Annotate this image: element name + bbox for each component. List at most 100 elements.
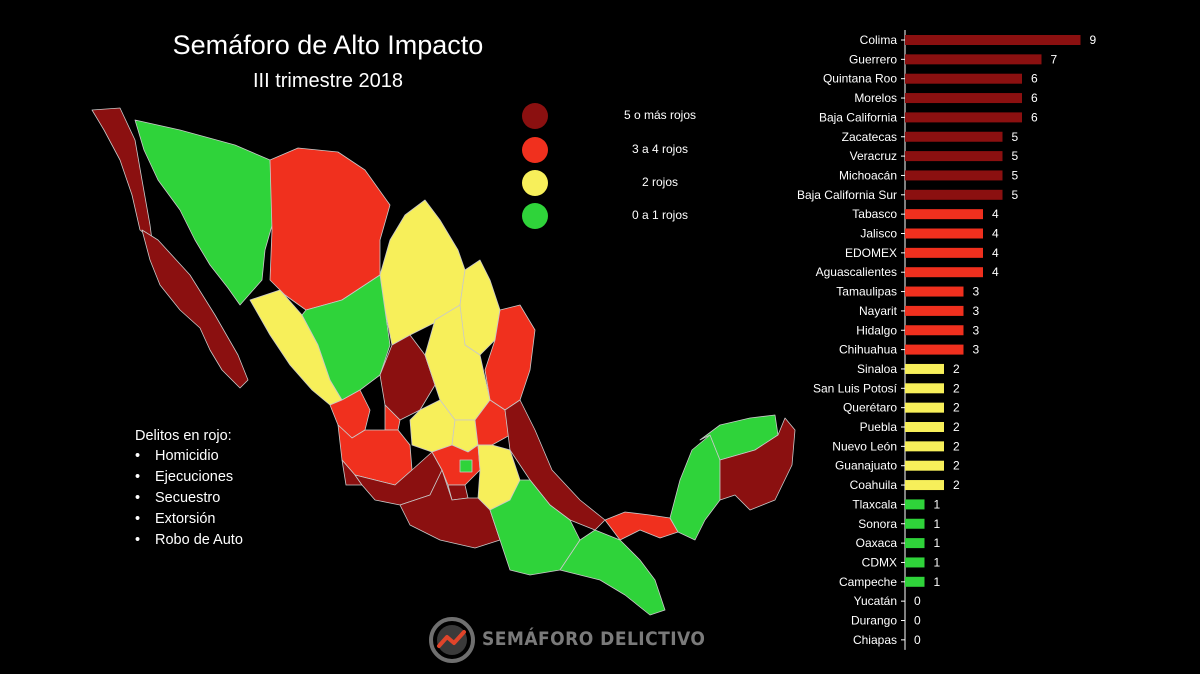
state-guerrero: [399, 469, 501, 549]
legend-label: 5 o más rojos: [623, 108, 697, 122]
legend-label: 2 rojos: [641, 175, 679, 189]
brand: SEMÁFORO DELICTIVO: [428, 614, 708, 664]
state-label: Jalisco: [860, 227, 897, 241]
state-label: Sonora: [858, 517, 897, 531]
state-label: Nayarit: [859, 304, 898, 318]
bar: [905, 247, 983, 258]
legend-item-red: 3 a 4 rojos: [520, 134, 740, 164]
bar: [905, 54, 1042, 65]
state-nuevo-leon: [459, 259, 501, 356]
bar: [905, 480, 944, 491]
bar: [905, 557, 925, 568]
state-chiapas: [559, 529, 666, 616]
data-label: 2: [953, 420, 960, 434]
state-label: San Luis Potosí: [813, 381, 898, 395]
bar: [905, 305, 964, 316]
state-label: Tabasco: [852, 207, 897, 221]
state-label: Oaxaca: [856, 536, 898, 550]
bar: [905, 189, 1003, 200]
crime-item: Ejecuciones: [135, 467, 325, 488]
state-label: Zacatecas: [842, 130, 897, 144]
bar: [905, 131, 1003, 142]
bar: [905, 151, 1003, 162]
state-durango: [301, 274, 391, 401]
state-label: Guanajuato: [835, 459, 897, 473]
bar: [905, 383, 944, 394]
state-label: Guerrero: [849, 52, 897, 66]
data-label: 3: [973, 304, 980, 318]
data-label: 4: [992, 246, 999, 260]
data-label: 3: [973, 323, 980, 337]
data-label: 4: [992, 265, 999, 279]
bar: [905, 228, 983, 239]
crime-item: Extorsión: [135, 509, 325, 530]
bar: [905, 363, 944, 374]
legend-swatch: [522, 137, 548, 163]
state-cdmx: [459, 459, 473, 473]
state-label: Campeche: [839, 575, 897, 589]
bar: [905, 35, 1081, 45]
state-baja-california-sur: [141, 229, 249, 389]
legend-swatch: [522, 203, 548, 229]
state-label: Nuevo León: [832, 439, 897, 453]
data-label: 4: [992, 227, 999, 241]
state-label: Chiapas: [853, 633, 897, 647]
data-label: 2: [953, 381, 960, 395]
state-label: Veracruz: [850, 149, 897, 163]
legend-item-green: 0 a 1 rojos: [520, 200, 740, 230]
data-label: 3: [973, 343, 980, 357]
legend-swatch: [522, 170, 548, 196]
bar: [905, 112, 1022, 123]
data-label: 5: [1012, 188, 1019, 202]
state-label: Querétaro: [843, 401, 897, 415]
state-label: Baja California Sur: [797, 188, 897, 202]
state-label: Coahuila: [850, 478, 898, 492]
bar: [905, 422, 944, 432]
state-label: Puebla: [860, 420, 898, 434]
data-label: 2: [953, 362, 960, 376]
state-label: Tlaxcala: [852, 497, 897, 511]
data-label: 5: [1012, 130, 1019, 144]
bar: [905, 93, 1022, 104]
legend-swatch: [522, 103, 548, 129]
bar: [905, 73, 1022, 84]
bar: [905, 286, 964, 297]
bar: [905, 538, 925, 549]
crimes-title: Delitos en rojo:: [135, 428, 232, 444]
bar: [905, 402, 944, 413]
bar: [905, 344, 964, 355]
state-label: Durango: [851, 614, 897, 628]
data-label: 6: [1031, 110, 1038, 124]
state-label: Tamaulipas: [836, 285, 897, 299]
data-label: 9: [1090, 33, 1097, 47]
legend-label: 3 a 4 rojos: [631, 142, 689, 156]
data-label: 1: [934, 536, 941, 550]
state-label: Hidalgo: [856, 323, 897, 337]
bar-chart: Colima 9 Guerrero 7 Quintana Roo 6 Morelos 6 Baj…: [797, 30, 1097, 650]
bar: [905, 209, 983, 220]
data-label: 5: [1012, 149, 1019, 163]
state-label: Colima: [860, 33, 898, 47]
bar: [905, 170, 1003, 181]
data-label: 4: [992, 207, 999, 221]
state-label: Michoacán: [839, 168, 897, 182]
data-label: 2: [953, 439, 960, 453]
data-label: 0: [914, 614, 921, 628]
data-label: 2: [953, 459, 960, 473]
bar: [905, 499, 925, 510]
mexico-map: [91, 107, 796, 616]
legend-label: 0 a 1 rojos: [631, 208, 689, 222]
bar: [905, 325, 964, 336]
data-label: 0: [914, 633, 921, 647]
state-label: Aguascalientes: [816, 265, 897, 279]
crime-item: Homicidio: [135, 446, 325, 467]
data-label: 2: [953, 478, 960, 492]
bar: [905, 460, 944, 471]
data-label: 1: [934, 575, 941, 589]
state-label: EDOMEX: [845, 246, 897, 260]
state-quintana-roo: [719, 417, 796, 511]
state-label: Quintana Roo: [823, 72, 897, 86]
state-oaxaca: [489, 479, 581, 576]
state-label: CDMX: [862, 555, 897, 569]
